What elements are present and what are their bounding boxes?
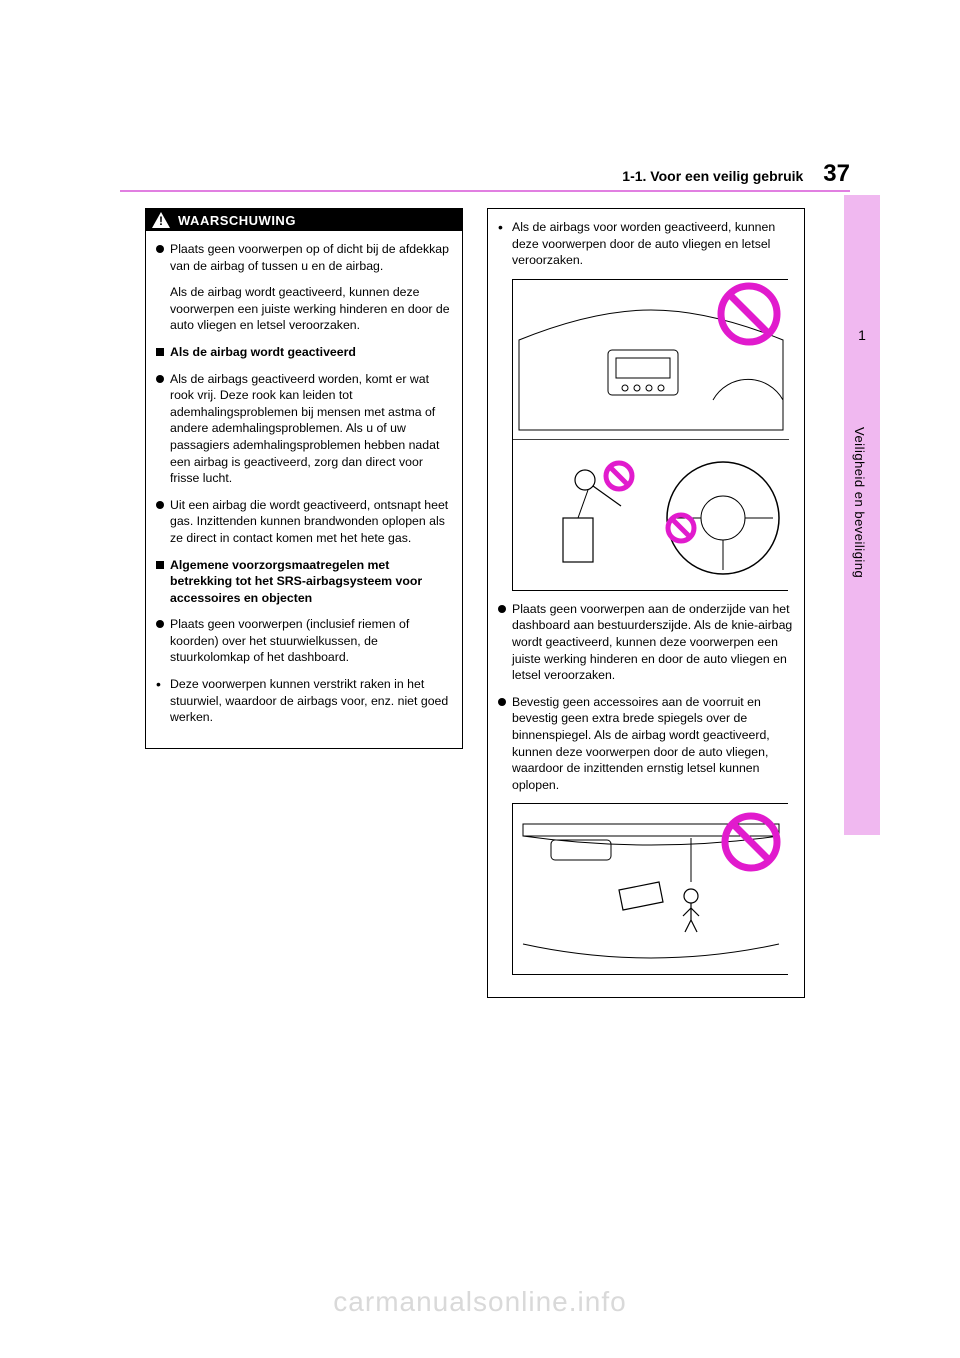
list-text: Als de airbags geactiveerd worden, komt … <box>170 371 452 487</box>
header-rule <box>120 190 850 192</box>
bullet-square-icon <box>156 557 170 607</box>
list-item: Plaats geen voorwerpen (inclusief riemen… <box>156 616 452 666</box>
chapter-number: 1 <box>844 327 880 343</box>
list-item: Als de airbags voor worden geactiveerd, … <box>498 219 794 269</box>
warning-box-continued: Als de airbags voor worden geactiveerd, … <box>487 208 805 998</box>
bullet-circle-icon <box>498 601 512 684</box>
bullet-dot-icon <box>156 676 170 726</box>
warning-title: WAARSCHUWING <box>178 213 296 228</box>
bullet-circle-icon <box>156 616 170 666</box>
list-item: Als de airbag wordt geactiveerd <box>156 344 452 361</box>
paragraph: Als de airbag wordt geactiveerd, kunnen … <box>170 284 452 334</box>
right-column: Als de airbags voor worden geactiveerd, … <box>487 208 805 998</box>
list-item: Als de airbags geactiveerd worden, komt … <box>156 371 452 487</box>
list-heading: Algemene voorzorgsmaatregelen met betrek… <box>170 557 452 607</box>
svg-text:!: ! <box>159 214 163 228</box>
list-item: Uit een airbag die wordt geactiveerd, on… <box>156 497 452 547</box>
bullet-circle-icon <box>156 371 170 487</box>
left-column: ! WAARSCHUWING Plaats geen voorwerpen op… <box>145 208 463 998</box>
list-text: Plaats geen voorwerpen (inclusief riemen… <box>170 616 452 666</box>
list-text: Plaats geen voorwerpen op of dicht bij d… <box>170 241 452 274</box>
content-columns: ! WAARSCHUWING Plaats geen voorwerpen op… <box>145 208 805 998</box>
section-path: 1-1. Voor een veilig gebruik <box>622 168 803 184</box>
list-text: Deze voorwerpen kunnen verstrikt raken i… <box>170 676 452 726</box>
warning-header: ! WAARSCHUWING <box>146 209 462 231</box>
illustration-dashboard <box>512 279 788 591</box>
list-item: Algemene voorzorgsmaatregelen met betrek… <box>156 557 452 607</box>
bullet-dot-icon <box>498 219 512 269</box>
warning-body-right: Als de airbags voor worden geactiveerd, … <box>488 209 804 997</box>
bullet-square-icon <box>156 344 170 361</box>
bullet-circle-icon <box>156 497 170 547</box>
list-text: Bevestig geen accessoires aan de voorrui… <box>512 694 794 794</box>
list-text: Plaats geen voorwerpen aan de onderzijde… <box>512 601 794 684</box>
chapter-label: Veiligheid en beveiliging <box>852 427 867 578</box>
bullet-circle-icon <box>156 241 170 274</box>
list-item: Bevestig geen accessoires aan de voorrui… <box>498 694 794 794</box>
warning-box: ! WAARSCHUWING Plaats geen voorwerpen op… <box>145 208 463 749</box>
chapter-tab: 1 Veiligheid en beveiliging <box>844 195 880 835</box>
list-heading: Als de airbag wordt geactiveerd <box>170 344 452 361</box>
bullet-circle-icon <box>498 694 512 794</box>
list-item: Plaats geen voorwerpen op of dicht bij d… <box>156 241 452 274</box>
warning-triangle-icon: ! <box>152 212 170 228</box>
list-text: Uit een airbag die wordt geactiveerd, on… <box>170 497 452 547</box>
list-item: Plaats geen voorwerpen aan de onderzijde… <box>498 601 794 684</box>
warning-body-left: Plaats geen voorwerpen op of dicht bij d… <box>146 231 462 748</box>
illustration-windshield <box>512 803 788 975</box>
list-item: Deze voorwerpen kunnen verstrikt raken i… <box>156 676 452 726</box>
page-number: 37 <box>823 160 850 188</box>
watermark-text: carmanualsonline.info <box>0 1286 960 1318</box>
list-text: Als de airbags voor worden geactiveerd, … <box>512 219 794 269</box>
